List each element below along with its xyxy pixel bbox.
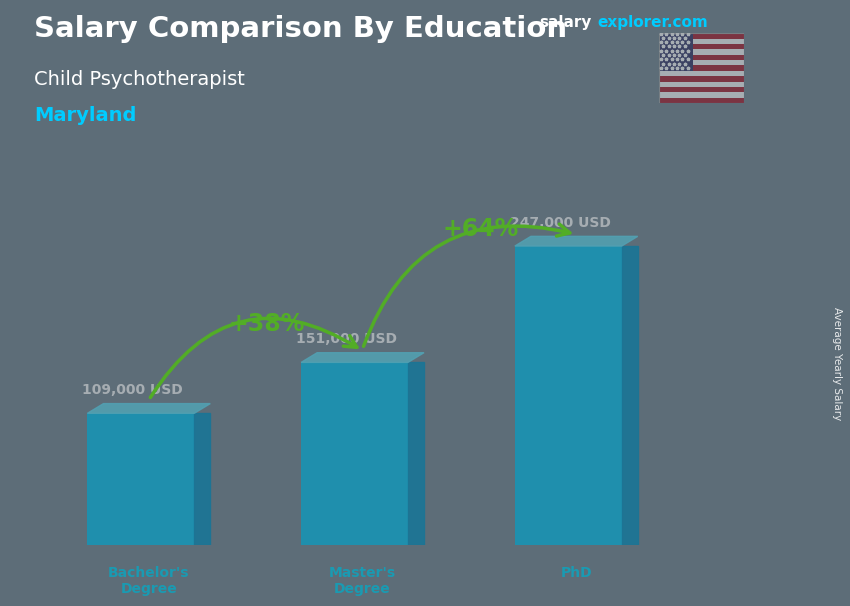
Text: +64%: +64% <box>442 217 518 241</box>
Text: 247,000 USD: 247,000 USD <box>509 216 610 230</box>
FancyArrowPatch shape <box>150 318 357 398</box>
Bar <box>659 39 744 44</box>
Text: 151,000 USD: 151,000 USD <box>296 332 397 346</box>
Bar <box>659 98 744 103</box>
Text: Child Psychotherapist: Child Psychotherapist <box>34 70 245 88</box>
Polygon shape <box>621 246 638 545</box>
Bar <box>659 33 744 39</box>
Bar <box>659 82 744 87</box>
Bar <box>659 92 744 98</box>
Polygon shape <box>301 353 424 362</box>
Polygon shape <box>515 236 638 246</box>
Text: explorer.com: explorer.com <box>598 15 708 30</box>
Bar <box>301 362 408 545</box>
Text: Master's
Degree: Master's Degree <box>329 566 396 596</box>
Bar <box>659 60 744 65</box>
Bar <box>659 65 744 71</box>
Bar <box>659 55 744 60</box>
Text: Maryland: Maryland <box>34 106 136 125</box>
Bar <box>659 71 744 76</box>
Polygon shape <box>408 362 424 545</box>
Text: 109,000 USD: 109,000 USD <box>82 383 183 397</box>
Text: Bachelor's
Degree: Bachelor's Degree <box>108 566 190 596</box>
Text: PhD: PhD <box>560 566 592 580</box>
Bar <box>88 413 195 545</box>
Bar <box>659 33 693 71</box>
Bar <box>659 76 744 82</box>
Bar <box>515 246 621 545</box>
Bar <box>659 44 744 50</box>
Bar <box>659 50 744 55</box>
Text: Salary Comparison By Education: Salary Comparison By Education <box>34 15 567 43</box>
Text: Average Yearly Salary: Average Yearly Salary <box>832 307 842 420</box>
Polygon shape <box>88 404 210 413</box>
Polygon shape <box>195 413 210 545</box>
Text: salary: salary <box>540 15 592 30</box>
Bar <box>659 87 744 92</box>
Text: +38%: +38% <box>229 312 304 336</box>
FancyArrowPatch shape <box>364 224 570 346</box>
